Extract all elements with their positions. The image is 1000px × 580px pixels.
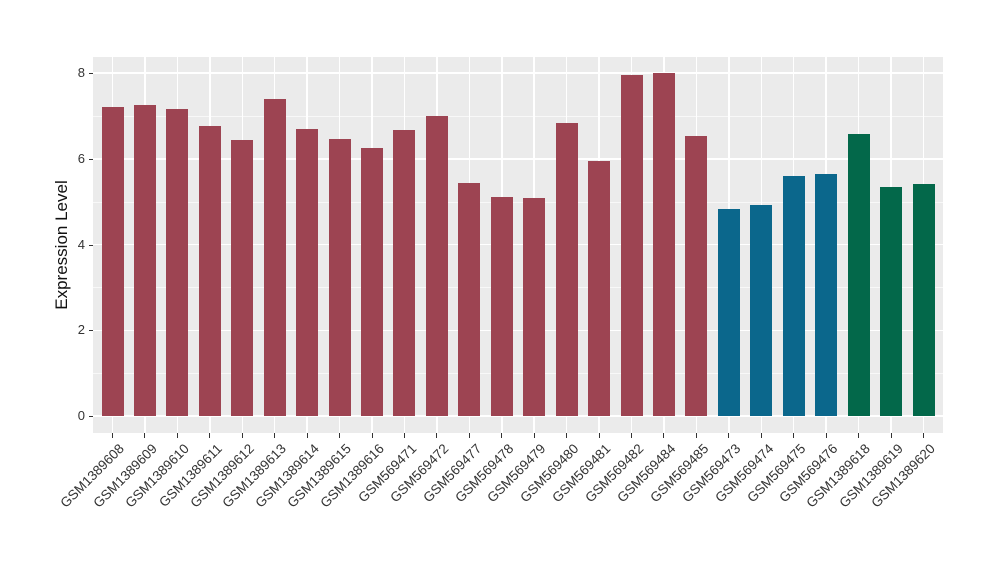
x-tick-mark: [760, 433, 762, 438]
x-tick-mark: [403, 433, 405, 438]
x-tick-mark: [566, 433, 568, 438]
y-tick-label: 4: [77, 236, 85, 252]
gridline-major: [93, 158, 943, 160]
bar: [880, 186, 903, 416]
x-tick-mark: [209, 433, 211, 438]
gridline-minor: [93, 373, 943, 375]
bar: [458, 182, 481, 416]
gridline-minor: [93, 201, 943, 203]
x-tick-mark: [598, 433, 600, 438]
x-tick-mark: [663, 433, 665, 438]
y-tick-label: 2: [77, 322, 85, 338]
y-tick-mark: [88, 73, 93, 74]
x-tick-mark: [176, 433, 178, 438]
x-tick-mark: [112, 433, 113, 438]
bar: [782, 175, 805, 416]
bar: [425, 115, 448, 416]
bar: [101, 107, 124, 416]
x-tick-mark: [695, 433, 697, 438]
bar: [523, 197, 546, 416]
y-tick-mark: [88, 330, 93, 332]
bar: [198, 125, 221, 416]
bar: [815, 173, 838, 416]
bar: [652, 73, 675, 416]
bar: [750, 205, 773, 416]
x-tick-mark: [339, 433, 341, 438]
bar: [717, 208, 740, 416]
x-tick-mark: [890, 433, 892, 438]
x-tick-mark: [533, 433, 535, 438]
bar: [263, 98, 286, 416]
x-tick-mark: [858, 433, 860, 438]
x-tick-mark: [306, 433, 308, 438]
x-tick-mark: [825, 433, 827, 438]
bar: [296, 128, 319, 416]
y-tick-mark: [88, 416, 93, 417]
bar: [133, 105, 156, 416]
gridline-major: [93, 72, 943, 74]
y-tick-label: 8: [77, 65, 85, 80]
bar: [685, 136, 708, 416]
x-tick-mark: [436, 433, 438, 438]
y-tick-label: 0: [77, 408, 85, 423]
x-tick-mark: [501, 433, 503, 438]
gridline-minor: [93, 287, 943, 289]
gridline-minor: [93, 115, 943, 117]
bar: [588, 160, 611, 416]
bar: [231, 140, 254, 416]
bar: [328, 138, 351, 416]
x-tick-mark: [274, 433, 276, 438]
y-tick-mark: [88, 244, 93, 246]
bar: [361, 147, 384, 416]
x-tick-mark: [144, 433, 146, 438]
bar: [166, 108, 189, 416]
gridline-major: [93, 415, 943, 417]
y-tick-mark: [88, 158, 93, 160]
bar: [847, 133, 870, 416]
x-tick-mark: [241, 433, 243, 438]
gridline-major: [93, 243, 943, 246]
bar: [620, 75, 643, 416]
y-tick-label: 6: [77, 150, 85, 166]
plot-panel: [93, 57, 943, 433]
x-tick-mark: [923, 433, 924, 438]
bar: [393, 130, 416, 416]
bar: [555, 123, 578, 416]
x-tick-mark: [793, 433, 795, 438]
x-tick-mark: [631, 433, 633, 438]
gridline-major: [93, 329, 943, 331]
x-tick-mark: [371, 433, 373, 438]
x-tick-mark: [468, 433, 470, 438]
bar: [490, 197, 513, 416]
bar: [912, 183, 935, 416]
x-tick-mark: [728, 433, 730, 438]
